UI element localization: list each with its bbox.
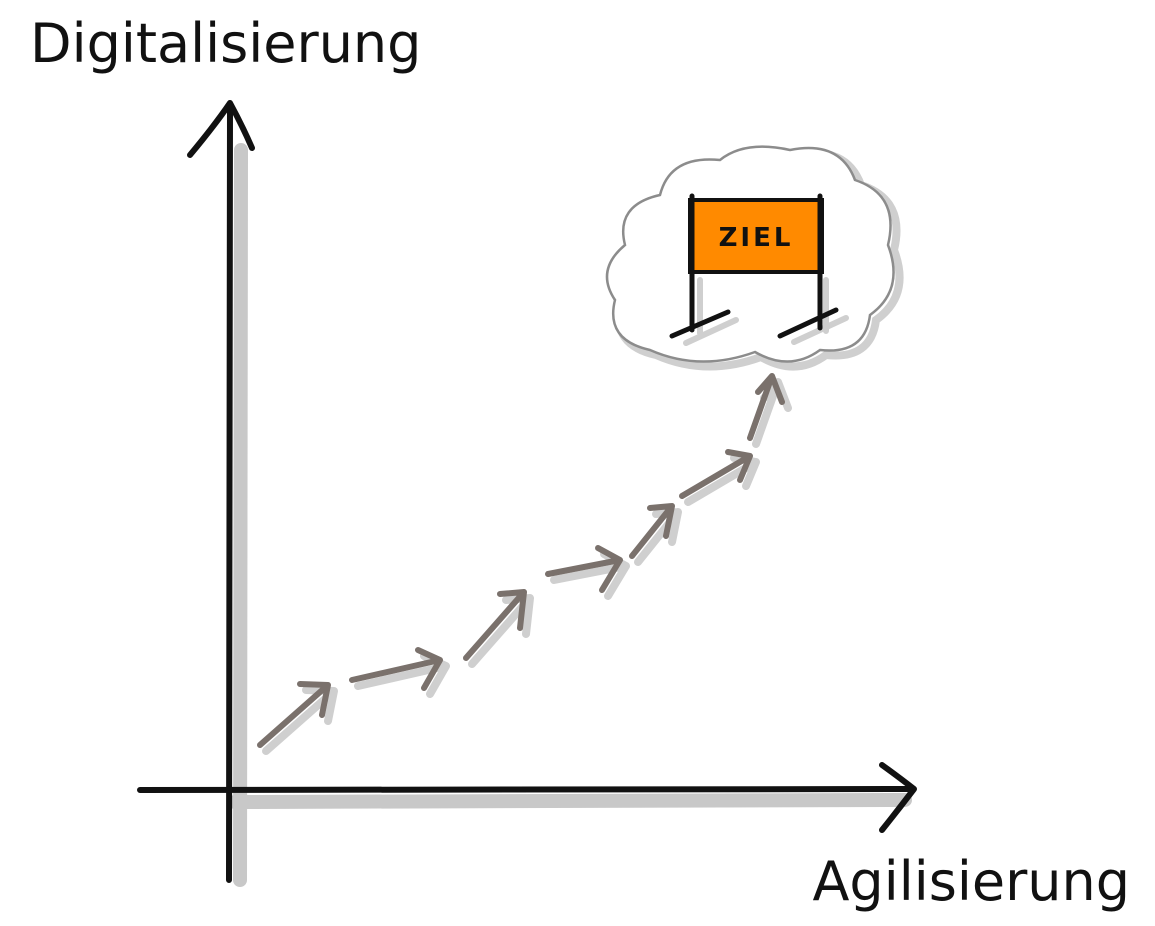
arrow [260, 684, 328, 745]
x-axis-label: Agilisierung [812, 850, 1130, 913]
arrow-strokes [260, 376, 782, 745]
arrow-shadows [266, 382, 788, 751]
progress-arrows [260, 376, 788, 751]
x-axis [140, 789, 912, 790]
y-axis-shadow [240, 150, 241, 880]
arrow [466, 592, 524, 658]
page: ZIEL Digitalisierung Agilisierung (() =>… [0, 0, 1155, 926]
sketch-diagram: ZIEL Digitalisierung Agilisierung [0, 0, 1155, 926]
goal-label: ZIEL [719, 223, 794, 253]
x-axis-shadow [235, 800, 905, 802]
y-axis-label: Digitalisierung [30, 12, 421, 75]
y-axis [229, 105, 230, 880]
